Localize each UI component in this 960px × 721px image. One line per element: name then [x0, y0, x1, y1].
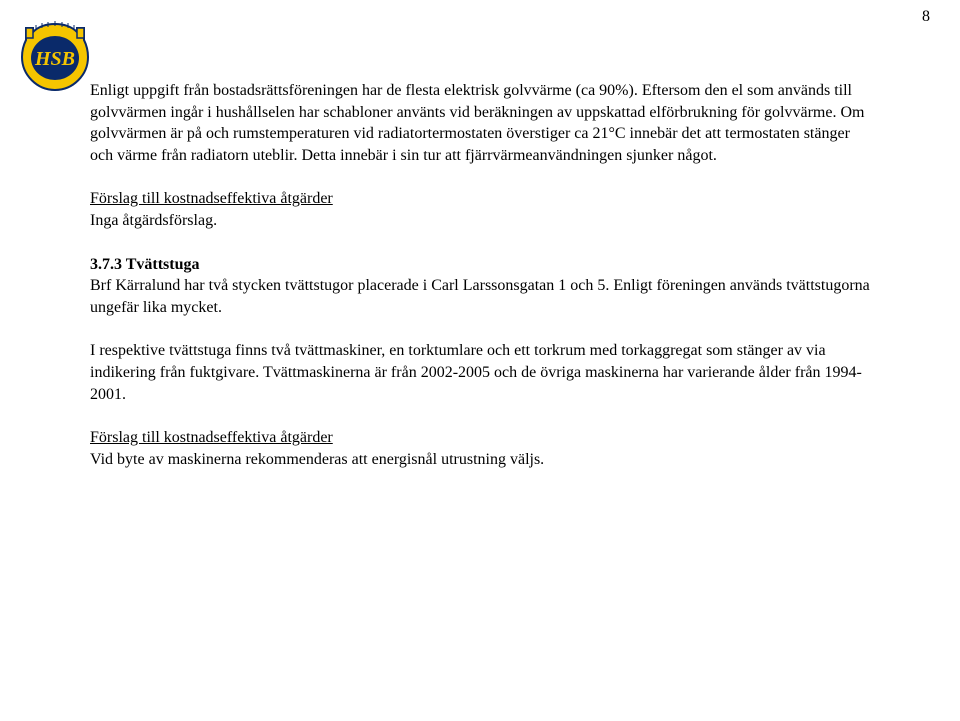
suggestion-block-2: Förslag till kostnadseffektiva åtgärder … — [90, 427, 870, 470]
section-3-7-3: 3.7.3 Tvättstuga Brf Kärralund har två s… — [90, 254, 870, 319]
hsb-logo-text: HSB — [34, 48, 75, 70]
content: Enligt uppgift från bostadsrättsförening… — [90, 80, 870, 470]
suggestion-text-2: Vid byte av maskinerna rekommenderas att… — [90, 449, 870, 471]
suggestion-heading-2: Förslag till kostnadseffektiva åtgärder — [90, 427, 870, 449]
suggestion-heading-1: Förslag till kostnadseffektiva åtgärder — [90, 188, 870, 210]
suggestion-block-1: Förslag till kostnadseffektiva åtgärder … — [90, 188, 870, 231]
hsb-logo-svg: HSB — [18, 20, 92, 94]
page-number: 8 — [922, 6, 930, 28]
section-3-7-3-text: Brf Kärralund har två stycken tvättstugo… — [90, 275, 870, 318]
section-3-7-3-heading: 3.7.3 Tvättstuga — [90, 254, 870, 276]
suggestion-text-1: Inga åtgärdsförslag. — [90, 210, 870, 232]
paragraph-tvattstuga-detail: I respektive tvättstuga finns två tvättm… — [90, 340, 870, 405]
hsb-logo: HSB — [18, 20, 92, 94]
paragraph-golvvarme: Enligt uppgift från bostadsrättsförening… — [90, 80, 870, 166]
page: 8 HSB Enligt u — [0, 0, 960, 721]
